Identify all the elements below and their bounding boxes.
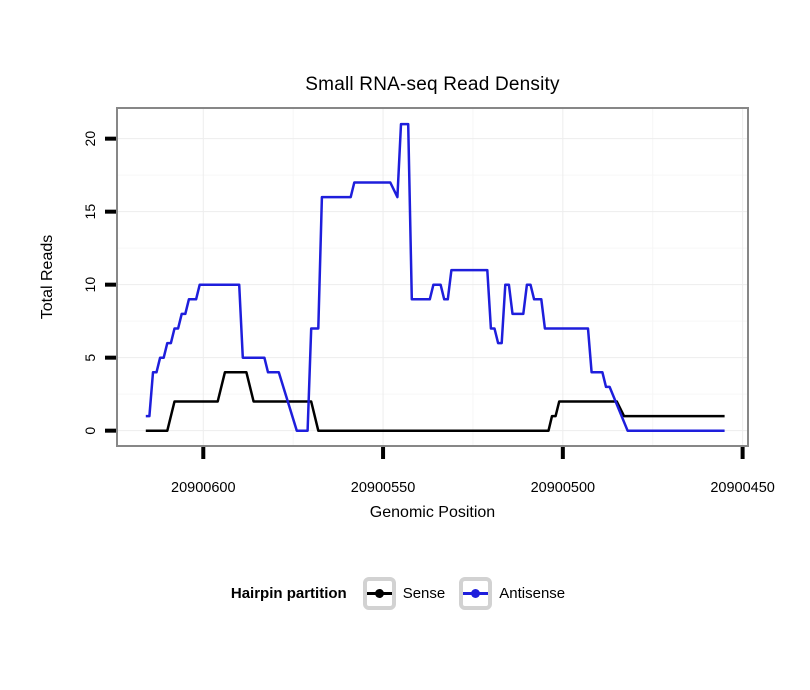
legend-item-antisense: Antisense <box>459 577 565 610</box>
x-tick-label: 20900550 <box>351 480 416 496</box>
series-line-sense <box>145 371 725 432</box>
y-tick-label: 0 <box>82 427 98 435</box>
series-line-antisense <box>145 122 725 432</box>
line-point-glyph-icon <box>463 589 489 598</box>
panel-background <box>117 108 748 446</box>
legend-item-label-sense: Sense <box>402 585 446 602</box>
x-axis-title: Genomic Position <box>369 504 496 521</box>
legend-key-antisense <box>459 577 493 610</box>
chart-title: Small RNA-seq Read Density <box>305 74 560 95</box>
legend-item-sense: Sense <box>362 577 446 610</box>
legend-item-label-antisense: Antisense <box>499 585 566 602</box>
y-tick-label: 5 <box>82 354 98 362</box>
panel-border <box>116 107 749 447</box>
line-point-glyph-icon <box>366 589 392 598</box>
legend-title: Hairpin partition <box>230 585 347 602</box>
x-tick-label: 20900600 <box>171 480 236 496</box>
y-tick-label: 10 <box>82 277 98 293</box>
x-tick-label: 20900500 <box>531 480 596 496</box>
legend: Hairpin partition Sense Antisense <box>0 577 810 610</box>
legend-key-sense <box>362 577 396 610</box>
y-tick-label: 20 <box>82 131 98 147</box>
y-tick-label: 15 <box>82 204 98 220</box>
y-axis-title: Total Reads <box>39 234 56 320</box>
x-tick-label: 20900450 <box>710 480 775 496</box>
